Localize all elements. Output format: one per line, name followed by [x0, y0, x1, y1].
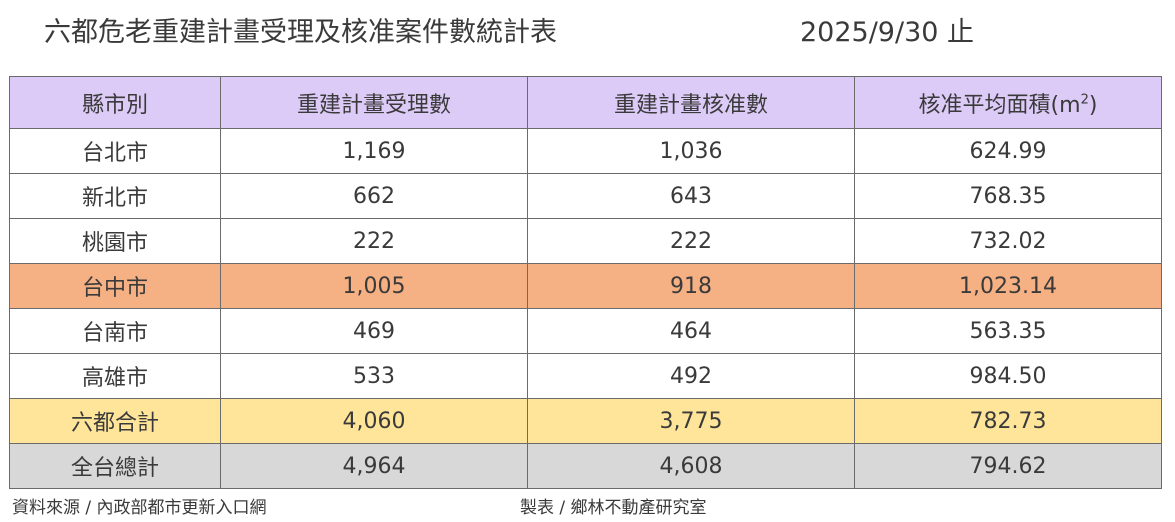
header-avg-area-prefix: 核准平均面積(m	[918, 92, 1081, 118]
table-row-taoyuan: 桃園市 222 222 732.02	[9, 218, 1162, 264]
header-row: 縣市別 重建計畫受理數 重建計畫核准數 核准平均面積(m2)	[9, 76, 1162, 129]
table-row-kaohsiung: 高雄市 533 492 984.50	[9, 353, 1162, 399]
cell-approvals: 3,775	[527, 398, 855, 444]
cell-avg-area: 624.99	[854, 128, 1162, 174]
cell-approvals: 643	[527, 173, 855, 219]
statistics-table: 縣市別 重建計畫受理數 重建計畫核准數 核准平均面積(m2) 台北市 1,169…	[9, 76, 1162, 489]
cell-applications: 4,964	[220, 443, 528, 489]
cell-applications: 469	[220, 308, 528, 354]
cell-avg-area: 768.35	[854, 173, 1162, 219]
cell-applications: 1,169	[220, 128, 528, 174]
cell-avg-area: 732.02	[854, 218, 1162, 264]
header-avg-area-sup: 2	[1080, 92, 1089, 108]
table-header: 縣市別 重建計畫受理數 重建計畫核准數 核准平均面積(m2)	[9, 76, 1162, 129]
cell-approvals: 918	[527, 263, 855, 309]
cell-city: 台南市	[9, 308, 221, 354]
table-row-national-total: 全台總計 4,964 4,608 794.62	[9, 443, 1162, 489]
table-maker: 製表 / 鄉林不動產研究室	[520, 498, 707, 518]
table-row-tainan: 台南市 469 464 563.35	[9, 308, 1162, 354]
footer: 資料來源 / 內政部都市更新入口網 製表 / 鄉林不動產研究室	[12, 496, 1162, 520]
table-row-new-taipei: 新北市 662 643 768.35	[9, 173, 1162, 219]
cell-approvals: 4,608	[527, 443, 855, 489]
cell-applications: 222	[220, 218, 528, 264]
header-avg-area-suffix: )	[1088, 92, 1098, 118]
table-row-taipei: 台北市 1,169 1,036 624.99	[9, 128, 1162, 174]
table-row-six-city-total: 六都合計 4,060 3,775 782.73	[9, 398, 1162, 444]
header-applications: 重建計畫受理數	[220, 76, 528, 129]
cell-applications: 533	[220, 353, 528, 399]
page-title: 六都危老重建計畫受理及核准案件數統計表	[44, 17, 557, 48]
cell-city: 六都合計	[9, 398, 221, 444]
cell-city: 全台總計	[9, 443, 221, 489]
cell-approvals: 492	[527, 353, 855, 399]
cell-avg-area: 782.73	[854, 398, 1162, 444]
data-source: 資料來源 / 內政部都市更新入口網	[12, 498, 267, 518]
cell-applications: 1,005	[220, 263, 528, 309]
cell-city: 台北市	[9, 128, 221, 174]
header-avg-area: 核准平均面積(m2)	[854, 76, 1162, 129]
table-row-taichung: 台中市 1,005 918 1,023.14	[9, 263, 1162, 309]
cell-approvals: 464	[527, 308, 855, 354]
cell-avg-area: 984.50	[854, 353, 1162, 399]
title-row: 六都危老重建計畫受理及核准案件數統計表 2025/9/30 止	[40, 10, 1140, 56]
as-of-date: 2025/9/30 止	[800, 17, 975, 48]
cell-city: 桃園市	[9, 218, 221, 264]
cell-city: 高雄市	[9, 353, 221, 399]
cell-city: 台中市	[9, 263, 221, 309]
header-approvals: 重建計畫核准數	[527, 76, 855, 129]
cell-approvals: 1,036	[527, 128, 855, 174]
cell-avg-area: 1,023.14	[854, 263, 1162, 309]
cell-applications: 662	[220, 173, 528, 219]
cell-avg-area: 794.62	[854, 443, 1162, 489]
cell-applications: 4,060	[220, 398, 528, 444]
cell-avg-area: 563.35	[854, 308, 1162, 354]
table-body: 台北市 1,169 1,036 624.99 新北市 662 643 768.3…	[9, 128, 1162, 489]
cell-city: 新北市	[9, 173, 221, 219]
cell-approvals: 222	[527, 218, 855, 264]
header-city: 縣市別	[9, 76, 221, 129]
